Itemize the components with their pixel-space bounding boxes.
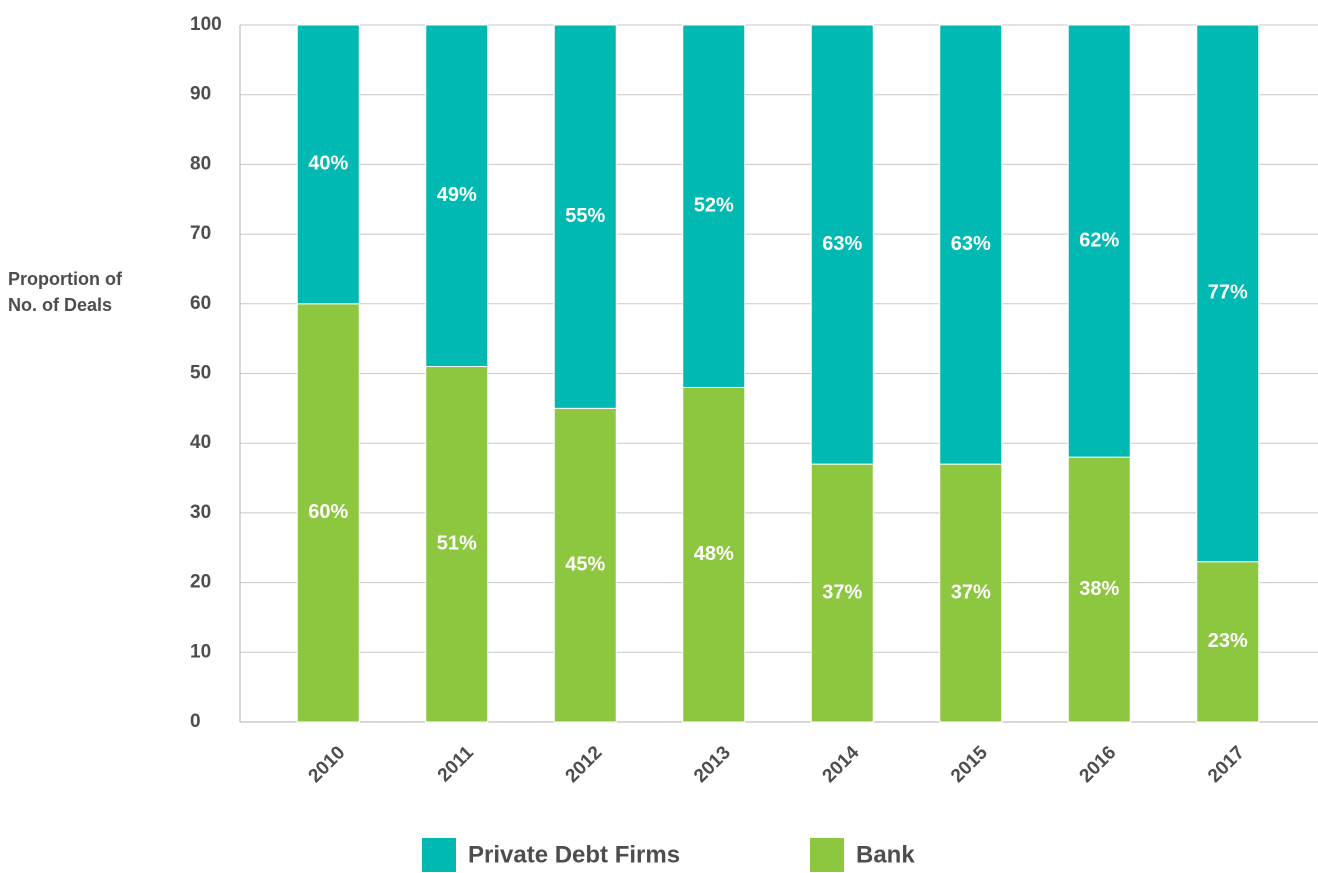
legend-label: Private Debt Firms: [468, 841, 680, 868]
bar-segment: [682, 386, 746, 723]
legend-swatch: [810, 838, 844, 872]
y-axis-label: Proportion of: [8, 269, 123, 289]
y-tick-label: 60: [190, 293, 211, 314]
x-tick-label: 2012: [562, 742, 607, 787]
bar-segment: [1067, 456, 1131, 723]
value-label: 55%: [565, 205, 605, 227]
x-tick-label: 2014: [819, 742, 864, 787]
x-tick-label: 2013: [690, 742, 735, 787]
bar-segment: [425, 24, 489, 368]
x-tick-label: 2017: [1204, 742, 1249, 787]
bar-segment: [1067, 24, 1131, 458]
bar-segment: [1196, 24, 1260, 563]
value-label: 52%: [694, 195, 734, 217]
value-label: 62%: [1079, 229, 1119, 251]
y-tick-label: 80: [190, 153, 211, 174]
value-label: 60%: [308, 501, 348, 523]
bar-segment: [296, 303, 360, 723]
bar-segment: [553, 24, 617, 409]
legend-swatch: [422, 838, 456, 872]
value-label: 63%: [951, 233, 991, 255]
bar-segment: [553, 407, 617, 723]
bar-segment: [939, 24, 1003, 465]
value-label: 45%: [565, 553, 605, 575]
bar-segment: [296, 24, 360, 305]
y-tick-label: 20: [190, 572, 211, 593]
value-label: 63%: [822, 233, 862, 255]
value-label: 40%: [308, 153, 348, 175]
y-tick-label: 30: [190, 502, 211, 523]
bar-segment: [1196, 561, 1260, 723]
y-tick-label: 50: [190, 363, 211, 384]
y-tick-label: 70: [190, 223, 211, 244]
legend-label: Bank: [856, 841, 915, 868]
value-label: 23%: [1208, 630, 1248, 652]
y-tick-label: 40: [190, 432, 211, 453]
y-tick-label: 90: [190, 84, 211, 105]
value-label: 51%: [437, 533, 477, 555]
x-tick-label: 2010: [305, 742, 350, 787]
y-tick-label: 10: [190, 641, 211, 662]
bar-segment: [939, 463, 1003, 723]
value-label: 49%: [437, 184, 477, 206]
y-tick-label: 100: [190, 14, 222, 35]
bar-segment: [810, 24, 874, 465]
y-axis-label: No. of Deals: [8, 295, 112, 315]
x-tick-label: 2011: [434, 742, 478, 786]
x-tick-label: 2015: [947, 742, 992, 787]
value-label: 48%: [694, 543, 734, 565]
value-label: 77%: [1208, 282, 1248, 304]
bar-segment: [682, 24, 746, 388]
value-label: 37%: [951, 581, 991, 603]
value-label: 37%: [822, 581, 862, 603]
value-label: 38%: [1079, 578, 1119, 600]
x-tick-label: 2016: [1076, 742, 1121, 787]
y-tick-label: 0: [190, 711, 201, 732]
